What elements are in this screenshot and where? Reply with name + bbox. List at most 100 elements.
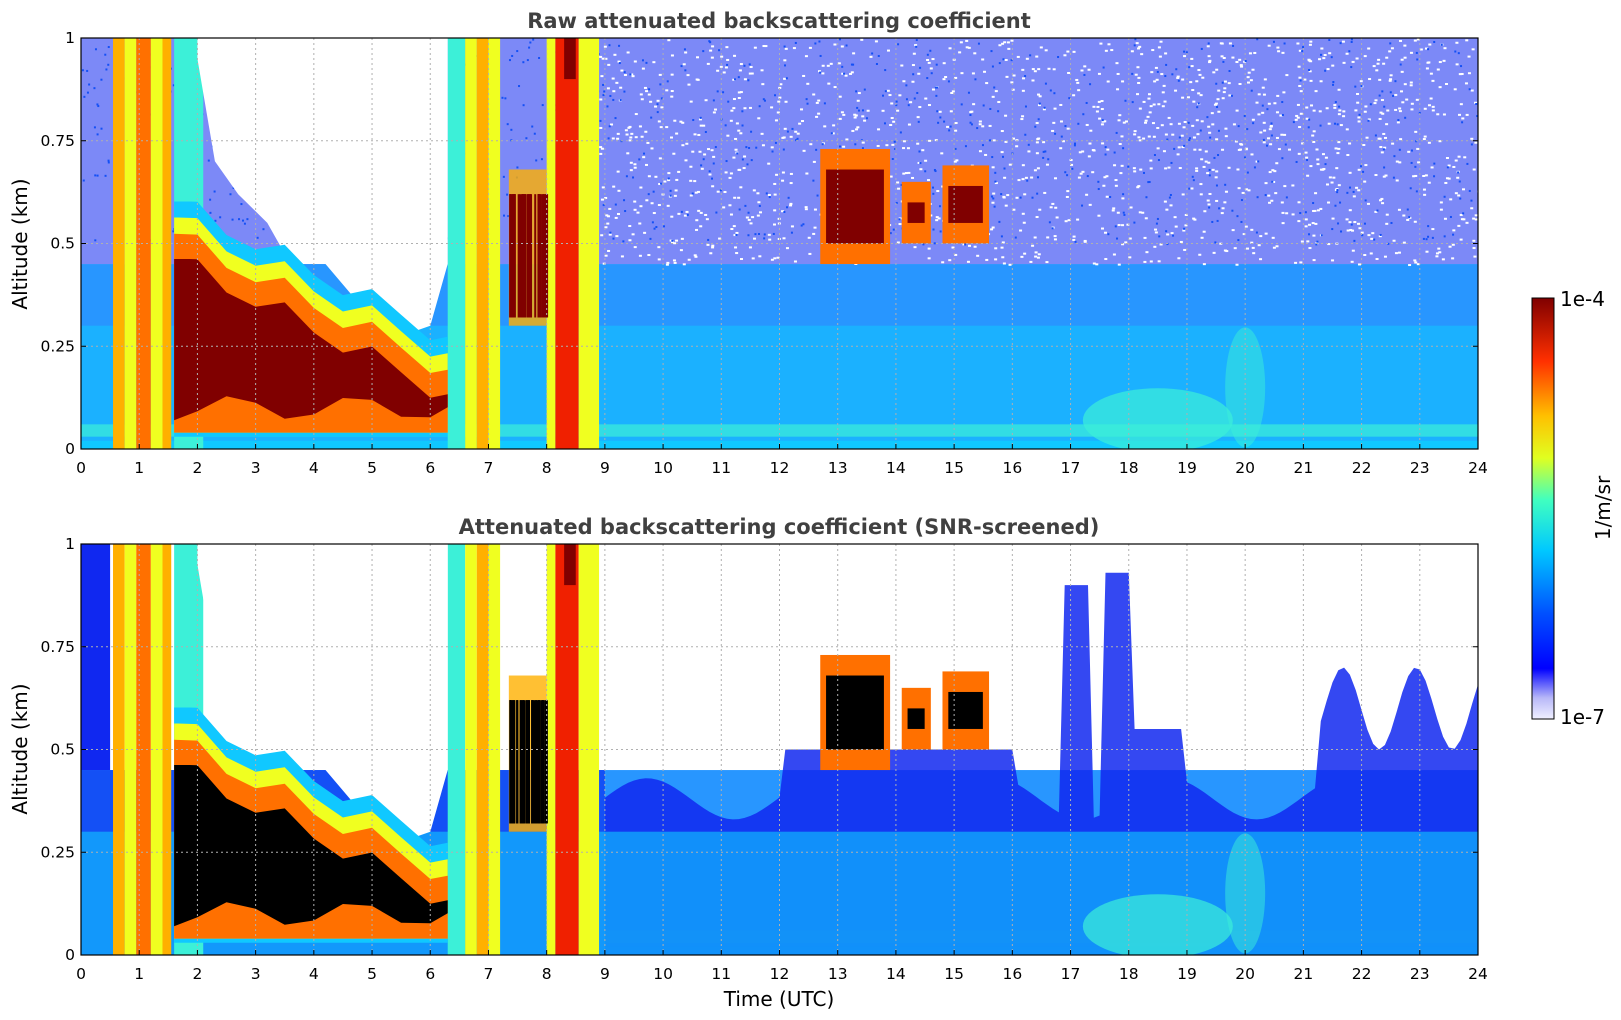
noise-pixel	[1376, 209, 1379, 212]
noise-pixel	[506, 193, 509, 196]
noise-pixel	[628, 239, 632, 242]
noise-pixel	[853, 116, 857, 119]
noise-pixel	[601, 186, 605, 189]
x-tick-label: 18	[1119, 965, 1139, 983]
noise-pixel	[540, 158, 543, 161]
noise-pixel	[805, 98, 808, 101]
x-tick-label: 23	[1410, 965, 1430, 983]
noise-pixel	[1374, 210, 1378, 213]
noise-pixel	[1410, 161, 1413, 164]
noise-pixel	[1476, 115, 1478, 118]
noise-pixel	[905, 98, 908, 101]
noise-pixel	[1356, 222, 1360, 225]
aerosol-plume	[1225, 327, 1266, 448]
noise-pixel	[1376, 62, 1380, 65]
noise-pixel	[1422, 237, 1425, 240]
noise-pixel	[1334, 101, 1337, 104]
noise-pixel	[1308, 70, 1312, 73]
noise-pixel	[1074, 240, 1077, 243]
noise-pixel	[232, 186, 235, 189]
noise-pixel	[939, 230, 942, 233]
noise-pixel	[1270, 134, 1273, 137]
noise-pixel	[966, 260, 970, 263]
noise-pixel	[1459, 238, 1463, 241]
noise-pixel	[1169, 204, 1173, 207]
noise-pixel	[897, 43, 900, 46]
noise-pixel	[1149, 167, 1153, 170]
noise-pixel	[767, 233, 771, 236]
noise-pixel	[658, 183, 662, 186]
noise-pixel	[604, 196, 608, 199]
noise-pixel	[1000, 151, 1004, 154]
noise-pixel	[1409, 84, 1413, 87]
noise-pixel	[1182, 126, 1186, 129]
noise-pixel	[246, 218, 249, 221]
noise-pixel	[1297, 152, 1301, 155]
noise-pixel	[1097, 180, 1100, 183]
noise-pixel	[1220, 212, 1224, 215]
noise-pixel	[746, 163, 749, 166]
noise-pixel	[1137, 136, 1141, 139]
noise-pixel	[1186, 96, 1190, 99]
noise-pixel	[1349, 229, 1353, 232]
noise-pixel	[726, 134, 730, 137]
noise-pixel	[1415, 190, 1418, 193]
noise-pixel	[1083, 65, 1087, 68]
noise-pixel	[599, 119, 602, 122]
noise-pixel	[1179, 240, 1183, 243]
noise-pixel	[657, 258, 661, 261]
noise-pixel	[1305, 106, 1309, 109]
noise-pixel	[657, 120, 661, 123]
noise-pixel	[1191, 89, 1195, 92]
noise-pixel	[992, 139, 996, 142]
x-tick-label: 8	[542, 965, 552, 983]
noise-pixel	[793, 260, 797, 263]
noise-pixel	[1342, 61, 1346, 64]
noise-pixel	[1103, 176, 1107, 179]
noise-pixel	[860, 38, 864, 41]
noise-pixel	[1252, 122, 1255, 125]
noise-pixel	[865, 117, 868, 120]
noise-pixel	[1444, 181, 1448, 184]
noise-pixel	[916, 91, 919, 94]
noise-pixel	[735, 252, 739, 255]
noise-pixel	[1158, 55, 1162, 58]
noise-pixel	[816, 194, 819, 197]
noise-pixel	[1416, 38, 1420, 41]
noise-pixel	[677, 212, 681, 215]
noise-pixel	[1176, 76, 1180, 79]
noise-pixel	[1298, 49, 1302, 52]
noise-pixel	[1409, 187, 1412, 190]
noise-pixel	[906, 147, 910, 150]
noise-pixel	[1330, 181, 1334, 184]
noise-pixel	[1234, 140, 1238, 143]
noise-pixel	[1454, 159, 1458, 162]
noise-pixel	[599, 126, 603, 129]
noise-pixel	[663, 180, 667, 183]
noise-pixel	[1215, 138, 1219, 141]
noise-pixel	[1000, 130, 1004, 133]
noise-pixel	[991, 156, 994, 159]
noise-pixel	[1153, 80, 1157, 83]
noise-pixel	[1459, 197, 1462, 200]
noise-pixel	[1257, 160, 1260, 163]
noise-pixel	[708, 173, 712, 176]
noise-pixel	[886, 49, 890, 52]
noise-pixel	[710, 149, 714, 152]
precip-column	[564, 38, 576, 80]
noise-pixel	[747, 234, 750, 237]
noise-pixel	[1214, 241, 1217, 244]
noise-pixel	[714, 146, 717, 149]
noise-pixel	[857, 92, 861, 95]
noise-pixel	[960, 72, 964, 75]
noise-pixel	[1364, 105, 1368, 108]
noise-pixel	[1116, 237, 1119, 240]
noise-pixel	[647, 175, 651, 178]
noise-pixel	[1232, 123, 1236, 126]
noise-pixel	[652, 61, 656, 64]
noise-pixel	[804, 206, 808, 209]
noise-pixel	[725, 46, 729, 49]
noise-pixel	[1312, 130, 1316, 133]
noise-pixel	[699, 116, 702, 119]
noise-pixel	[614, 203, 617, 206]
